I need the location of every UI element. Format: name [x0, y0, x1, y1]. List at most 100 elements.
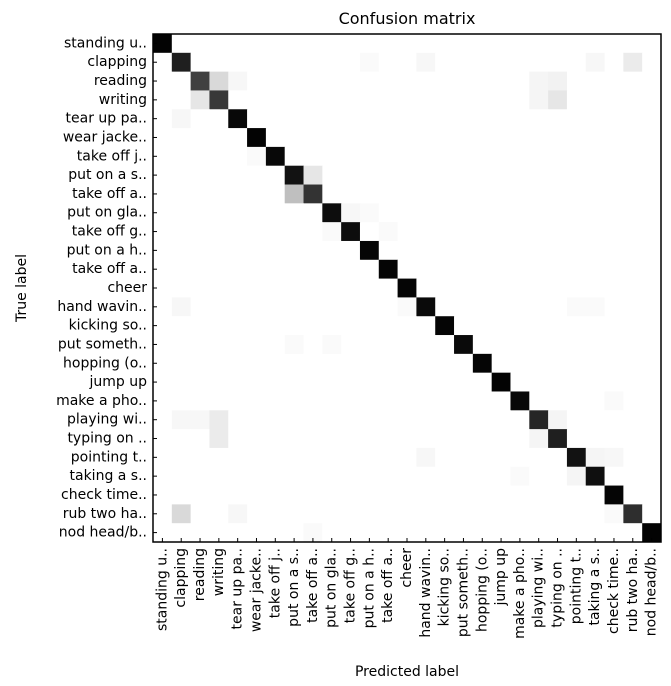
heatmap-cell — [247, 128, 267, 148]
heatmap-cell — [397, 259, 417, 279]
heatmap-cell — [359, 410, 380, 430]
heatmap-cell — [435, 316, 455, 336]
heatmap-cell — [341, 447, 361, 468]
heatmap-cell — [416, 34, 436, 54]
heatmap-cell — [604, 109, 624, 129]
heatmap-cell — [247, 297, 267, 317]
heatmap-cell — [604, 146, 624, 167]
heatmap-cell — [435, 391, 455, 411]
heatmap-cell — [642, 128, 662, 148]
heatmap-cell — [623, 259, 643, 279]
heatmap-cell — [623, 429, 643, 449]
heatmap-cell — [247, 203, 267, 223]
heatmap-cell — [247, 353, 267, 374]
heatmap-cell — [454, 203, 474, 223]
heatmap-cell — [359, 34, 380, 54]
heatmap-cell — [265, 146, 286, 167]
heatmap-cell — [510, 447, 530, 468]
heatmap-cell — [228, 485, 248, 505]
heatmap-cell — [322, 372, 342, 392]
heatmap-cell — [416, 372, 436, 392]
heatmap-cell — [322, 34, 342, 54]
heatmap-cell — [378, 259, 398, 279]
heatmap-cell — [284, 34, 304, 54]
heatmap-cell — [397, 90, 417, 110]
heatmap-cell — [435, 278, 455, 298]
heatmap-cell — [209, 165, 229, 185]
heatmap-cell — [378, 447, 398, 468]
heatmap-cell — [341, 504, 361, 524]
heatmap-cell — [472, 109, 493, 129]
x-tick-label: playing wi.. — [531, 548, 547, 628]
heatmap-cell — [623, 71, 643, 91]
heatmap-cell — [566, 353, 587, 374]
heatmap-cell — [303, 391, 323, 411]
heatmap-cell — [378, 278, 398, 298]
y-tick-label: take off g.. — [72, 224, 147, 240]
heatmap-cell — [322, 109, 342, 129]
heatmap-cell — [604, 466, 624, 486]
x-tick-label: typing on .. — [550, 548, 566, 628]
heatmap-cell — [642, 259, 662, 279]
heatmap-cell — [454, 146, 474, 167]
heatmap-cell — [397, 240, 417, 261]
heatmap-cell — [341, 52, 361, 73]
heatmap-cell — [378, 372, 398, 392]
y-tick-label: make a pho.. — [56, 393, 147, 409]
heatmap-cell — [190, 485, 210, 505]
heatmap-cell — [359, 297, 380, 317]
heatmap-cell — [510, 485, 530, 505]
heatmap-cell — [171, 410, 192, 430]
heatmap-cell — [397, 485, 417, 505]
heatmap-cell — [585, 372, 605, 392]
heatmap-cell — [548, 372, 568, 392]
heatmap-cell — [510, 353, 530, 374]
heatmap-cell — [604, 504, 624, 524]
heatmap-cell — [265, 90, 286, 110]
heatmap-cell — [623, 504, 643, 524]
y-tick-label: rub two ha.. — [63, 506, 147, 522]
heatmap-cell — [359, 391, 380, 411]
heatmap-cell — [359, 52, 380, 73]
heatmap-cell — [472, 128, 493, 148]
heatmap-cell — [378, 240, 398, 261]
heatmap-cell — [171, 203, 192, 223]
heatmap-cell — [171, 259, 192, 279]
y-tick-label: take off j.. — [77, 148, 147, 164]
x-tick-label: hand wavin.. — [418, 548, 434, 638]
x-tick-label: cheer — [399, 548, 415, 588]
heatmap-cell — [397, 504, 417, 524]
heatmap-cell — [171, 109, 192, 129]
y-tick-label: cheer — [107, 280, 147, 296]
heatmap-cell — [359, 523, 380, 543]
heatmap-cell — [228, 71, 248, 91]
heatmap-cell — [247, 34, 267, 54]
heatmap-cell — [472, 90, 493, 110]
heatmap-cell — [642, 165, 662, 185]
heatmap-cell — [378, 222, 398, 242]
heatmap-cell — [378, 410, 398, 430]
heatmap-cell — [529, 335, 549, 355]
heatmap-cell — [209, 523, 229, 543]
heatmap-cell — [510, 90, 530, 110]
heatmap-cell — [435, 71, 455, 91]
heatmap-cell — [284, 372, 304, 392]
heatmap-cell — [171, 90, 192, 110]
heatmap-cell — [153, 335, 173, 355]
heatmap-cell — [171, 165, 192, 185]
heatmap-cell — [153, 90, 173, 110]
heatmap-cell — [566, 222, 587, 242]
heatmap-cell — [548, 52, 568, 73]
heatmap-cell — [548, 165, 568, 185]
heatmap-cell — [416, 203, 436, 223]
heatmap-cell — [284, 485, 304, 505]
heatmap-cell — [265, 391, 286, 411]
heatmap-cell — [228, 372, 248, 392]
heatmap-cell — [153, 222, 173, 242]
heatmap-cell — [566, 240, 587, 261]
heatmap-cell — [153, 259, 173, 279]
heatmap-cell — [228, 128, 248, 148]
heatmap-cell — [642, 353, 662, 374]
heatmap-cell — [190, 109, 210, 129]
heatmap-cell — [642, 316, 662, 336]
